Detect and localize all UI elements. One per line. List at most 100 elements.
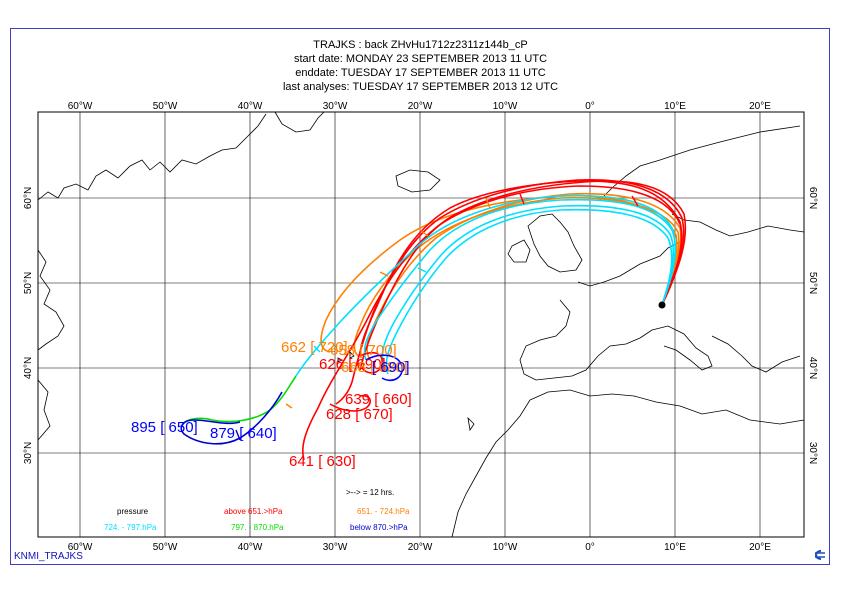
- labrador-coast: [37, 249, 65, 351]
- title-line-3: enddate: TUESDAY 17 SEPTEMBER 2013 11 UT…: [295, 67, 546, 79]
- time-step-mark: [519, 193, 525, 205]
- lon-label: 0°: [585, 101, 595, 112]
- lat-label: 30°N: [23, 442, 34, 464]
- legend-pressure-label: pressure: [117, 507, 149, 516]
- time-step-mark: [313, 345, 321, 353]
- lat-label: 50°N: [807, 272, 818, 294]
- lon-label: 10°W: [493, 101, 518, 112]
- legend-step-note: >--> = 12 hrs.: [346, 488, 394, 497]
- trajectory-label: 879 [ 640]: [210, 425, 277, 442]
- trajectory-path-12: [181, 375, 297, 427]
- lat-labels-right: 30°N 40°N 50°N 60°N: [807, 187, 818, 464]
- lon-label: 60°W: [68, 101, 93, 112]
- trajectory-path-4: [359, 180, 683, 357]
- lon-labels-top: 60°W 50°W 40°W 30°W 20°W 10°W 0° 10°E 20…: [68, 101, 772, 112]
- italy-coast: [639, 325, 713, 371]
- graticule: [38, 112, 804, 537]
- norway-coast: [599, 125, 801, 201]
- lat-label: 30°N: [807, 442, 818, 464]
- title-line-2: start date: MONDAY 23 SEPTEMBER 2013 11 …: [293, 53, 548, 65]
- north-africa-coast: [529, 389, 805, 425]
- lat-label: 60°N: [23, 187, 34, 209]
- time-step-mark: [285, 403, 293, 409]
- lon-label: 30°W: [323, 101, 348, 112]
- time-step-mark: [485, 197, 491, 209]
- trajectory-label: 895 [ 650]: [131, 419, 198, 436]
- lat-labels-left: 30°N 40°N 50°N 60°N: [23, 187, 34, 464]
- legend: >--> = 12 hrs. pressure above 651.>hPa 6…: [104, 488, 410, 532]
- trajectory-path-16: [365, 354, 403, 382]
- legend-class-cyan: 724. - 797.hPa: [104, 523, 157, 532]
- iceland: [395, 169, 441, 193]
- greenland-tip: [274, 111, 325, 133]
- lat-label: 40°N: [23, 357, 34, 379]
- lon-label: 20°W: [408, 542, 433, 553]
- iberia-france-coast: [519, 299, 641, 381]
- trajectory-path-2: [353, 196, 680, 357]
- time-step-mark: [631, 195, 639, 207]
- us-east-coast: [37, 379, 51, 441]
- time-step-mark: [419, 229, 429, 237]
- trajectory-path-10: [385, 208, 673, 375]
- lon-label: 50°W: [153, 101, 178, 112]
- trajectory-label: 641 [ 630]: [289, 453, 356, 470]
- trajectory-path-8: [363, 198, 676, 361]
- legend-class-green: 797. - 870.hPa: [231, 523, 284, 532]
- trajectory-labels: 662 [ 720] 658 [ 700] 626 [ 690] 668 [ 6…: [131, 339, 412, 470]
- trajectories: [180, 178, 687, 461]
- ireland: [507, 239, 531, 263]
- west-africa-coast: [451, 399, 531, 538]
- legend-class-blue: below 870.>hPa: [350, 523, 408, 532]
- coastlines: [37, 111, 805, 538]
- time-step-mark: [417, 267, 427, 273]
- footer-source: KNMI_TRAJKS: [14, 551, 83, 562]
- lon-label: 20°W: [408, 101, 433, 112]
- lon-label: 10°E: [664, 542, 686, 553]
- knmi-logo-icon: [814, 549, 825, 561]
- trajectory-label: 639 [ 660]: [345, 391, 412, 408]
- trajectory-path-15: [329, 394, 372, 412]
- arrival-point-marker: [658, 301, 666, 309]
- time-step-mark: [235, 429, 241, 441]
- lat-label: 60°N: [807, 187, 818, 209]
- great-britain: [527, 213, 583, 273]
- lon-label: 30°W: [323, 542, 348, 553]
- lon-label: 60°W: [68, 542, 93, 553]
- greenland-canada-coast: [37, 113, 267, 201]
- lon-labels-bottom: 60°W 50°W 40°W 30°W 20°W 10°W 0° 10°E 20…: [68, 542, 772, 553]
- time-step-marks: [235, 193, 639, 441]
- trajectory-path-6: [359, 180, 687, 371]
- trajectory-path-5: [335, 178, 685, 405]
- lat-label: 40°N: [807, 357, 818, 379]
- map-area-border: [37, 111, 805, 538]
- lon-label: 40°W: [238, 101, 263, 112]
- lon-label: 20°E: [749, 542, 771, 553]
- trajectory-path-1: [320, 194, 678, 353]
- title-line-1: TRAJKS : back ZHvHu1712z2311z144b_cP: [313, 39, 528, 51]
- balkans-coast: [711, 335, 801, 373]
- title-line-4: last analyses: TUESDAY 17 SEPTEMBER 2013…: [282, 81, 559, 93]
- trajectory-label: 662 [ 720]: [281, 339, 348, 356]
- azores: [337, 351, 355, 363]
- trajectory-path-14: [359, 351, 383, 374]
- trajectory-label: 626 [ 690]: [319, 356, 386, 373]
- lon-label: 10°W: [493, 542, 518, 553]
- trajectory-path-13: [180, 391, 283, 445]
- trajectory-label: 658 [ 700]: [330, 342, 397, 359]
- lon-label: 50°W: [153, 542, 178, 553]
- trajectory-path-3: [366, 192, 682, 361]
- lon-label: 10°E: [664, 101, 686, 112]
- trajectory-label: [ 690]: [372, 359, 410, 376]
- trajectory-path-11: [295, 194, 677, 377]
- trajectory-label: 668 [ 680]: [341, 359, 408, 376]
- trajectory-label: 628 [ 670]: [326, 406, 393, 423]
- map-frame: [10, 28, 830, 565]
- trajectory-path-7: [302, 185, 683, 461]
- trajectory-path-9: [381, 204, 675, 367]
- time-step-mark: [379, 271, 389, 277]
- lon-label: 0°: [585, 542, 595, 553]
- lat-label: 50°N: [23, 272, 34, 294]
- legend-class-orange: 651. - 724.hPa: [357, 507, 410, 516]
- canary-islands: [467, 416, 475, 432]
